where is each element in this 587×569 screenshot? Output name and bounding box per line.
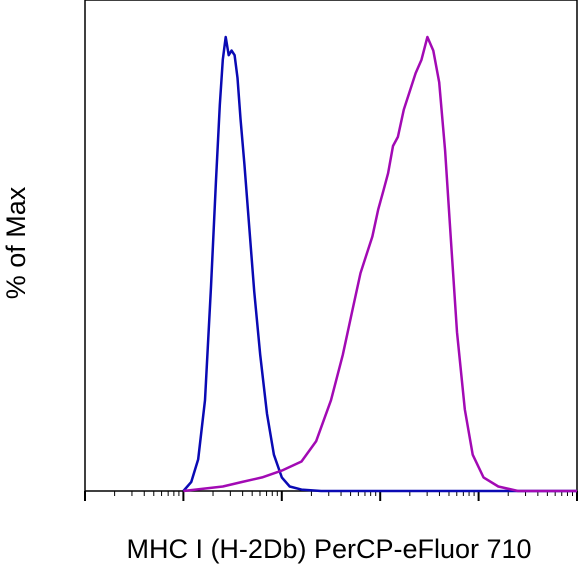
x-axis-ticks (84, 491, 578, 501)
series-layer (182, 35, 577, 493)
x-axis-label: MHC I (H-2Db) PerCP-eFluor 710 (126, 534, 531, 564)
histogram-series-1 (182, 35, 577, 493)
plot-frame (84, 0, 578, 492)
histogram-series-2 (183, 35, 577, 493)
y-axis-label: % of Max (1, 186, 31, 299)
